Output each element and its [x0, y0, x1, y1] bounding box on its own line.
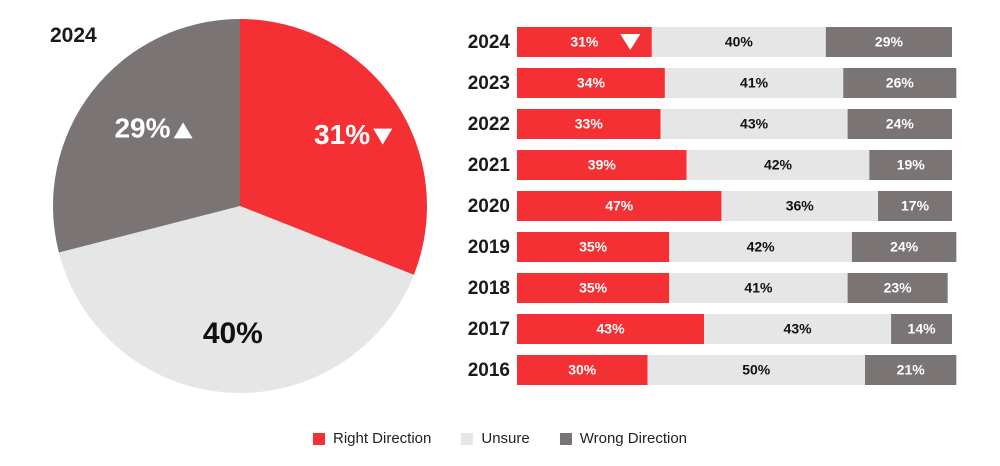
bar-label-wrong-direction-2019: 24% — [890, 239, 919, 255]
pie-label-wrong-direction: 29% — [114, 113, 170, 144]
bar-segment-right-direction-2016 — [517, 355, 648, 385]
bar-segment-unsure-2020 — [721, 191, 879, 221]
year-label-2022: 2022 — [468, 114, 510, 135]
year-label-2023: 2023 — [468, 73, 510, 94]
trend-down-icon-bar-2024 — [620, 34, 641, 50]
pie-chart-title: 2024 — [50, 24, 97, 47]
bar-label-right-direction-2018: 35% — [579, 280, 608, 296]
legend-label-unsure: Unsure — [481, 430, 530, 447]
year-label-2017: 2017 — [468, 319, 510, 340]
bar-segment-right-direction-2023 — [517, 68, 665, 98]
bar-label-wrong-direction-2017: 14% — [908, 321, 937, 337]
pie-label-unsure: 40% — [203, 317, 263, 350]
bar-segment-right-direction-2018 — [517, 273, 670, 303]
bar-segment-wrong-direction-2022 — [847, 109, 952, 139]
bar-label-wrong-direction-2020: 17% — [901, 198, 930, 214]
trend-down-icon-right-direction — [373, 128, 393, 145]
bar-segment-unsure-2022 — [660, 109, 848, 139]
legend: Right Direction Unsure Wrong Direction — [0, 430, 1000, 447]
pie-slice-wrong-direction — [52, 19, 240, 253]
year-label-2018: 2018 — [468, 278, 510, 299]
pie-slice-right-direction — [240, 19, 428, 275]
legend-item-right-direction: Right Direction — [313, 430, 431, 447]
bar-segment-unsure-2016 — [647, 355, 865, 385]
year-label-2020: 2020 — [468, 196, 510, 217]
bar-segment-unsure-2018 — [669, 273, 848, 303]
legend-swatch-right-direction — [313, 432, 325, 445]
bar-label-unsure-2022: 43% — [740, 116, 769, 132]
legend-label-right-direction: Right Direction — [333, 430, 432, 447]
bar-label-right-direction-2022: 33% — [575, 116, 604, 132]
pie-label-right-direction: 31% — [314, 119, 370, 150]
bar-segment-right-direction-2019 — [517, 232, 670, 262]
bar-segment-wrong-direction-2020 — [878, 191, 952, 221]
bar-segment-unsure-2021 — [686, 150, 870, 180]
bar-segment-wrong-direction-2019 — [851, 232, 957, 262]
bar-label-unsure-2019: 42% — [747, 239, 776, 255]
bar-label-unsure-2023: 41% — [740, 75, 769, 91]
legend-item-unsure: Unsure — [461, 430, 530, 447]
year-label-2021: 2021 — [468, 155, 511, 176]
legend-item-wrong-direction: Wrong Direction — [559, 430, 687, 447]
bar-label-wrong-direction-2021: 19% — [897, 157, 926, 173]
year-label-2024: 2024 — [468, 32, 511, 53]
bar-label-right-direction-2023: 34% — [577, 75, 606, 91]
bar-label-right-direction-2024: 31% — [570, 34, 599, 50]
year-label-2016: 2016 — [468, 360, 510, 381]
pie-slice-unsure — [58, 206, 414, 393]
bar-label-wrong-direction-2016: 21% — [897, 362, 926, 378]
stacked-bar-chart: 2024 31% 40% 29% 2023 34% 41% 26% 2022 33% 43% 24% 2… — [468, 27, 957, 385]
bar-segment-right-direction-2020 — [517, 191, 722, 221]
bar-segment-unsure-2024 — [651, 27, 826, 57]
bar-label-right-direction-2020: 47% — [605, 198, 634, 214]
bar-label-unsure-2020: 36% — [786, 198, 815, 214]
bar-label-unsure-2021: 42% — [764, 157, 793, 173]
bar-segment-right-direction-2017 — [517, 314, 705, 344]
bar-label-wrong-direction-2024: 29% — [875, 34, 904, 50]
bar-segment-wrong-direction-2023 — [843, 68, 957, 98]
legend-label-wrong-direction: Wrong Direction — [579, 430, 687, 447]
bar-segment-wrong-direction-2018 — [847, 273, 948, 303]
bar-label-right-direction-2017: 43% — [597, 321, 626, 337]
bar-segment-right-direction-2021 — [517, 150, 687, 180]
bar-label-unsure-2016: 50% — [742, 362, 771, 378]
bar-segment-wrong-direction-2021 — [869, 150, 952, 180]
year-label-2019: 2019 — [468, 237, 510, 258]
bar-segment-wrong-direction-2016 — [865, 355, 957, 385]
bar-segment-right-direction-2022 — [517, 109, 661, 139]
bar-segment-wrong-direction-2017 — [891, 314, 952, 344]
bar-label-right-direction-2016: 30% — [568, 362, 597, 378]
bar-label-unsure-2018: 41% — [744, 280, 773, 296]
bar-label-wrong-direction-2022: 24% — [886, 116, 915, 132]
bar-segment-unsure-2019 — [669, 232, 852, 262]
bar-segment-unsure-2023 — [664, 68, 844, 98]
bar-segment-unsure-2017 — [704, 314, 892, 344]
bar-label-wrong-direction-2018: 23% — [884, 280, 913, 296]
legend-swatch-wrong-direction — [559, 432, 572, 445]
pie-chart: 31% 40% 29% — [52, 19, 428, 393]
bar-segment-wrong-direction-2024 — [825, 27, 952, 57]
bar-label-unsure-2024: 40% — [725, 34, 754, 50]
bar-label-right-direction-2019: 35% — [579, 239, 608, 255]
trend-up-icon-wrong-direction — [173, 122, 193, 139]
bar-label-wrong-direction-2023: 26% — [886, 75, 915, 91]
bar-label-unsure-2017: 43% — [784, 321, 813, 337]
bar-label-right-direction-2021: 39% — [588, 157, 617, 173]
legend-swatch-unsure — [461, 432, 474, 445]
